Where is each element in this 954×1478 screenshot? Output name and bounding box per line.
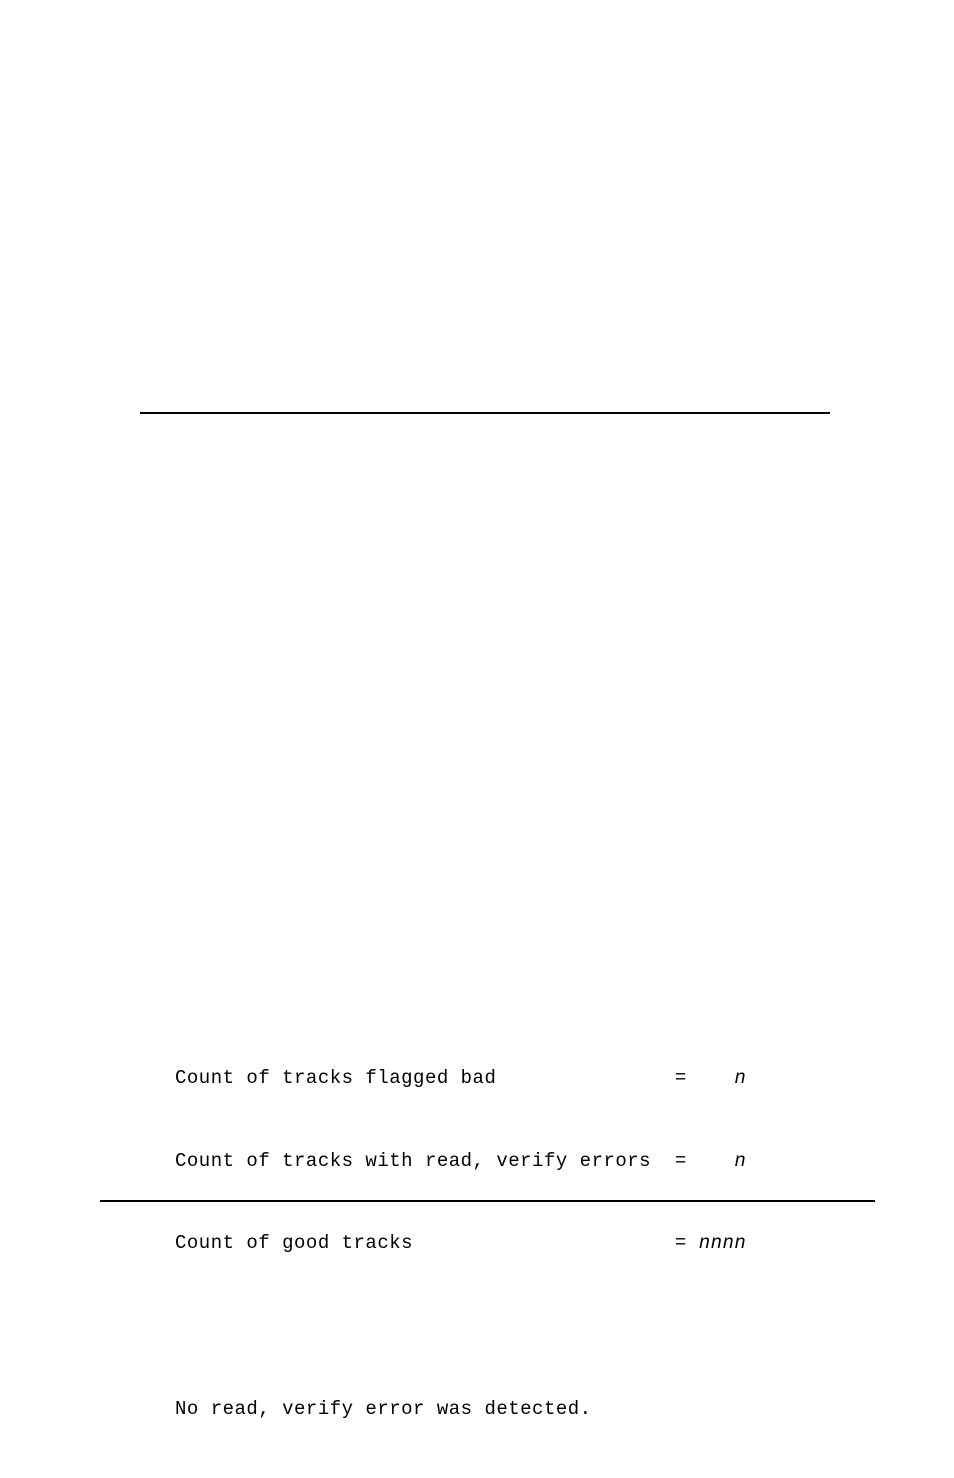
row-label: Count of good tracks: [175, 1230, 663, 1258]
equals-sign: =: [675, 1065, 687, 1093]
row-value: n: [699, 1148, 747, 1176]
row-label: Count of tracks flagged bad: [175, 1065, 663, 1093]
document-page: Count of tracks flagged bad = n Count of…: [0, 0, 954, 1442]
equals-sign: =: [675, 1148, 687, 1176]
table-row: Count of good tracks = nnnn: [175, 1230, 746, 1258]
row-label: Count of tracks with read, verify errors: [175, 1148, 663, 1176]
horizontal-rule-top: [140, 412, 830, 414]
footer-text: No read, verify error was detected.: [175, 1396, 746, 1424]
table-row: Count of tracks flagged bad = n: [175, 1065, 746, 1093]
report-block: Count of tracks flagged bad = n Count of…: [175, 1010, 746, 1478]
table-row: Count of tracks with read, verify errors…: [175, 1148, 746, 1176]
row-value: nnnn: [699, 1230, 747, 1258]
horizontal-rule-bottom: [100, 1200, 875, 1202]
equals-sign: =: [675, 1230, 687, 1258]
row-value: n: [699, 1065, 747, 1093]
blank-line: [175, 1313, 746, 1341]
